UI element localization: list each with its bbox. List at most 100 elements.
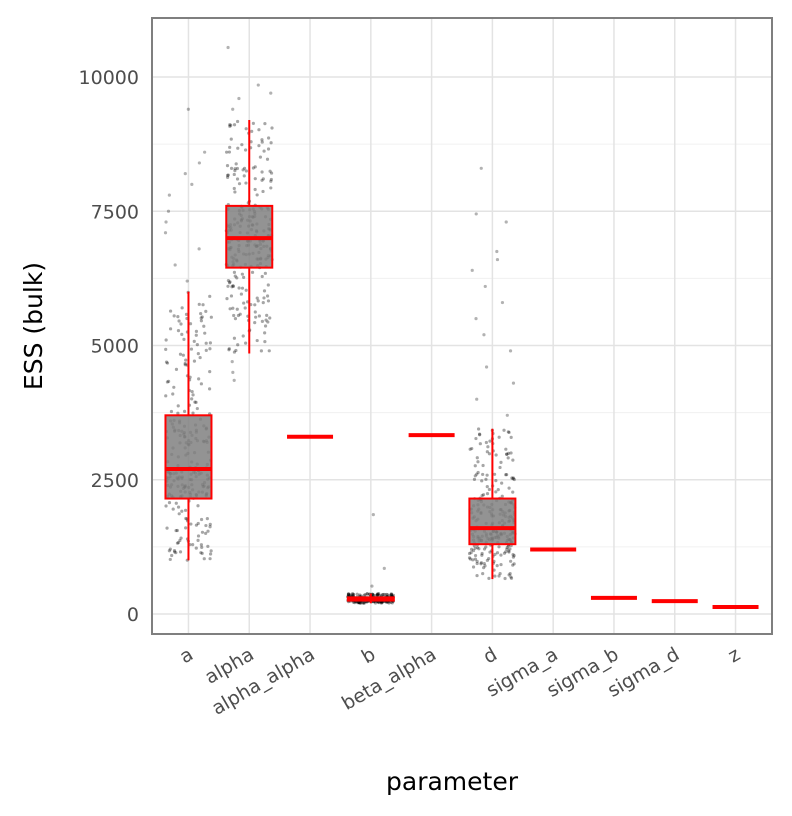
data-point: [235, 177, 240, 181]
data-point: [197, 302, 201, 306]
data-point: [357, 600, 361, 604]
data-point: [478, 442, 482, 446]
data-point: [241, 168, 245, 172]
outlier-point: [269, 91, 273, 95]
data-point: [470, 446, 474, 451]
outlier-point: [483, 284, 487, 289]
data-point: [179, 322, 183, 326]
x-tick-label: beta_alpha: [338, 643, 440, 715]
data-point: [468, 447, 472, 451]
outlier-point: [185, 279, 189, 283]
data-point: [511, 555, 516, 559]
data-point: [511, 563, 515, 567]
data-point: [479, 561, 484, 565]
data-point: [383, 592, 387, 597]
data-point: [180, 306, 184, 310]
data-point: [505, 472, 509, 477]
data-point: [476, 427, 481, 431]
outlier-point: [256, 83, 260, 87]
data-point: [233, 317, 238, 321]
data-point: [164, 504, 168, 508]
data-point: [199, 319, 203, 323]
data-point: [477, 432, 482, 436]
data-point: [485, 558, 489, 562]
data-point: [183, 361, 187, 366]
data-point: [485, 473, 489, 477]
data-point: [481, 463, 485, 468]
data-point: [484, 440, 488, 445]
data-point: [259, 349, 263, 353]
data-point: [232, 313, 236, 318]
data-point: [266, 299, 271, 303]
data-point: [204, 309, 208, 314]
box: [468, 497, 517, 546]
data-point: [258, 155, 263, 159]
data-point: [226, 173, 230, 177]
data-point: [168, 547, 172, 551]
outlier-point: [226, 45, 230, 50]
data-point: [357, 601, 362, 605]
data-point: [232, 123, 237, 127]
data-point: [505, 452, 509, 456]
data-point: [208, 347, 212, 351]
data-point: [172, 314, 176, 318]
data-point: [208, 525, 212, 529]
outlier-point: [370, 584, 374, 588]
data-point: [242, 174, 246, 178]
outlier-point: [382, 566, 386, 570]
data-point: [225, 173, 230, 177]
data-point: [504, 473, 508, 477]
data-point: [194, 400, 198, 404]
data-point: [504, 447, 508, 451]
data-point: [171, 507, 175, 511]
data-point: [348, 593, 352, 598]
data-point: [196, 534, 201, 538]
data-point: [469, 551, 473, 555]
data-point: [475, 573, 479, 578]
data-point: [375, 592, 380, 596]
data-point: [487, 487, 492, 492]
data-point: [511, 476, 515, 480]
data-point: [494, 490, 498, 494]
data-point: [467, 556, 472, 560]
data-point: [225, 296, 229, 301]
x-tick-label: d: [479, 643, 500, 668]
data-point: [184, 526, 188, 530]
data-point: [376, 593, 380, 597]
data-point: [362, 601, 366, 605]
data-point: [506, 456, 510, 460]
data-point: [479, 562, 483, 566]
data-point: [487, 452, 492, 456]
data-point: [471, 548, 476, 553]
data-point: [375, 593, 380, 597]
data-point: [255, 296, 259, 300]
outlier-point: [190, 182, 194, 186]
data-point: [264, 318, 268, 322]
data-point: [229, 166, 234, 170]
data-point: [194, 546, 198, 550]
outlier-point: [230, 360, 234, 364]
data-point: [242, 301, 246, 305]
data-point: [475, 472, 479, 476]
data-point: [359, 601, 363, 605]
data-point: [475, 456, 479, 460]
data-point: [235, 307, 239, 311]
data-point: [379, 601, 384, 605]
data-point: [260, 274, 264, 279]
outlier-point: [470, 268, 474, 272]
data-point: [176, 315, 180, 319]
data-point: [199, 517, 204, 522]
data-point: [253, 303, 257, 307]
data-point: [228, 280, 232, 284]
data-point: [390, 592, 394, 597]
data-point: [507, 430, 511, 435]
data-point: [473, 474, 477, 478]
data-point: [236, 313, 241, 318]
data-point: [263, 340, 267, 344]
data-point: [235, 166, 240, 171]
data-point: [197, 377, 201, 381]
data-point: [480, 553, 484, 557]
data-point: [241, 334, 245, 338]
data-point: [471, 558, 475, 562]
